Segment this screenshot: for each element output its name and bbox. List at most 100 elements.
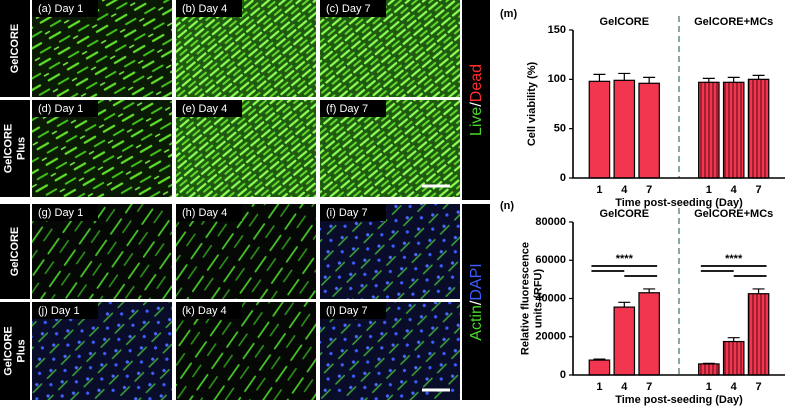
image-label: (g) Day 1: [38, 207, 83, 219]
significance-label: ****: [725, 253, 743, 265]
x-axis-label: Time post-seeding (Day): [615, 394, 743, 406]
label-box: [32, 302, 98, 319]
y-axis-label: Cell viability (%): [526, 61, 538, 146]
x-tick-label: 7: [646, 381, 652, 393]
label-box: [320, 204, 386, 221]
x-axis-label: Time post-seeding (Day): [615, 197, 743, 209]
error-bar: [593, 358, 606, 361]
chart-title: (m): [500, 8, 517, 20]
x-tick-label: 1: [706, 381, 712, 393]
bar: [588, 80, 611, 179]
y-axis-label: Relative fluorescence: [519, 242, 531, 355]
stain-part: Dead: [468, 64, 485, 102]
image-label: (h) Day 4: [182, 207, 227, 219]
group-label: GelCORE+MCs: [694, 16, 773, 28]
row-strip: [0, 302, 30, 400]
label-box: [320, 100, 386, 117]
bar: [588, 359, 611, 376]
label-box: [32, 204, 98, 221]
y-tick-label: 100: [548, 73, 566, 85]
y-axis-label: units (RFU): [532, 269, 544, 329]
stain-part: /: [468, 102, 485, 107]
bar: [638, 82, 660, 179]
axes: [572, 30, 785, 179]
y-tick-label: 40000: [535, 292, 566, 304]
image-label: (i) Day 7: [326, 207, 368, 219]
error-bar: [643, 76, 656, 84]
row-label: GelCORE: [9, 24, 21, 74]
stain-strip: [462, 0, 490, 200]
error-bar: [643, 288, 656, 293]
bar: [722, 81, 745, 179]
stain-part: Live: [468, 107, 485, 136]
image-label: (k) Day 4: [182, 305, 227, 317]
axes: [572, 222, 785, 376]
error-bar: [752, 288, 765, 294]
label-box: [176, 0, 242, 17]
y-tick-label: 0: [560, 172, 566, 184]
bar: [698, 363, 720, 376]
group-label: GelCORE: [600, 16, 650, 28]
x-tick-label: 4: [621, 381, 628, 393]
row-label: Plus: [15, 137, 27, 160]
bar: [747, 78, 770, 179]
image-label: (j) Day 1: [38, 305, 80, 317]
image-label: (a) Day 1: [38, 3, 83, 15]
y-tick-label: 50: [554, 123, 566, 135]
significance-label: ****: [616, 253, 634, 265]
y-tick-label: 60000: [535, 254, 566, 266]
row-strip: [0, 100, 30, 197]
bar: [613, 306, 636, 376]
x-tick-label: 4: [731, 381, 738, 393]
y-tick-label: 80000: [535, 216, 566, 228]
image-label: (b) Day 4: [182, 3, 227, 15]
error-bar: [702, 77, 715, 83]
error-bar: [618, 301, 631, 308]
group-label: GelCORE+MCs: [694, 208, 773, 220]
x-tick-label: 4: [731, 184, 738, 196]
stain-label: Actin/DAPI: [468, 263, 485, 340]
bar: [613, 79, 636, 179]
x-tick-label: 1: [596, 184, 602, 196]
label-box: [320, 0, 386, 17]
label-box: [176, 100, 242, 117]
y-tick-label: 0: [560, 369, 566, 381]
x-tick-label: 7: [646, 184, 652, 196]
error-bar: [593, 73, 606, 82]
image-label: (e) Day 4: [182, 103, 227, 115]
x-tick-label: 7: [756, 184, 762, 196]
bar: [722, 340, 745, 376]
bar: [747, 293, 770, 376]
x-tick-label: 7: [756, 381, 762, 393]
x-tick-label: 1: [706, 184, 712, 196]
stain-part: DAPI: [468, 263, 485, 300]
error-bar: [702, 362, 715, 364]
row-label: GelCORE: [2, 124, 14, 174]
y-tick-label: 150: [548, 24, 566, 36]
stain-label: Live/Dead: [468, 64, 485, 136]
stain-strip: [462, 204, 490, 400]
error-bar: [727, 337, 740, 342]
error-bar: [727, 76, 740, 83]
row-label: GelCORE: [9, 227, 21, 277]
row-strip: [0, 204, 30, 299]
x-tick-label: 4: [621, 184, 628, 196]
label-box: [176, 302, 242, 319]
row-label: GelCORE: [2, 326, 14, 376]
image-label: (d) Day 1: [38, 103, 83, 115]
label-box: [176, 204, 242, 221]
error-bar: [618, 72, 631, 81]
y-tick-label: 20000: [535, 331, 566, 343]
row-strip: [0, 0, 30, 97]
label-box: [32, 100, 98, 117]
error-bar: [752, 74, 765, 80]
bar: [698, 81, 720, 179]
x-tick-label: 1: [596, 381, 602, 393]
label-box: [320, 302, 386, 319]
image-label: (f) Day 7: [326, 103, 368, 115]
image-label: (l) Day 7: [326, 305, 368, 317]
chart-title: (n): [500, 200, 514, 212]
row-label: Plus: [15, 339, 27, 362]
image-label: (c) Day 7: [326, 3, 371, 15]
